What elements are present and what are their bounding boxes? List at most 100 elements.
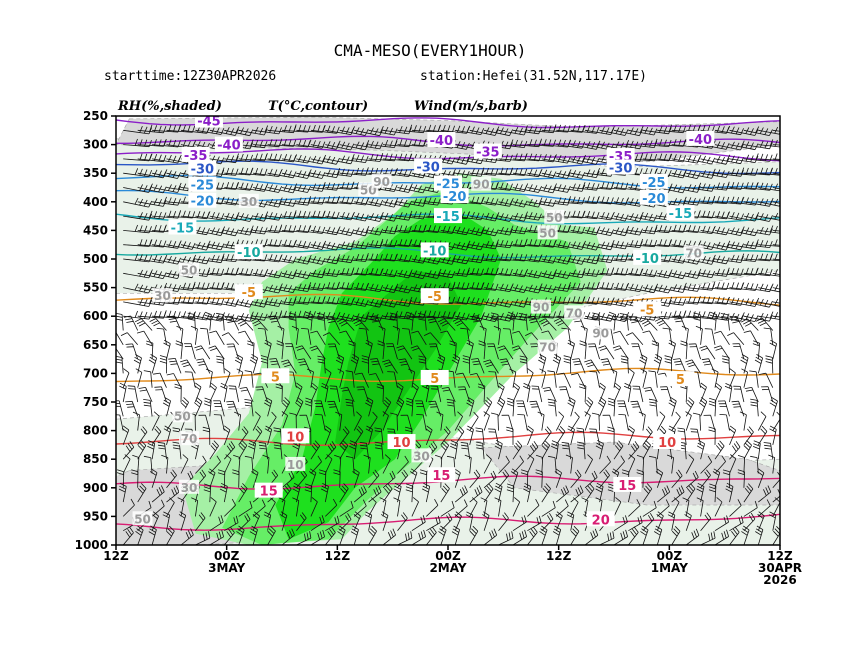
wind-barb-feather [327,400,335,403]
wind-barb-feather [605,228,610,235]
wind-barb-feather [499,396,506,402]
wind-barb-feather [310,385,317,391]
wind-barb-feather [668,428,675,433]
wind-barb-feather [167,315,175,318]
wind-barb-feather [722,472,730,476]
wind-barb-feather [301,328,309,330]
wind-barb-feather [384,312,389,319]
wind-barb-feather [500,312,504,320]
wind-barb-feather [121,428,129,433]
wind-barb-feather [629,454,636,460]
wind-barb-feather [576,184,581,191]
wind-barb-feather [707,283,711,290]
wind-barb-feather [582,210,586,218]
wind-barb-feather [368,373,376,376]
wind-barb-feather [153,322,160,327]
wind-barb-feather [643,387,651,389]
wind-barb-feather [423,310,427,318]
wind-barb-feather [462,358,470,361]
wind-barb-feather [377,340,385,344]
wind-barb-feather [175,340,183,344]
wind-barb-feather [221,167,225,175]
wind-barb-feather [255,428,261,435]
wind-barb-feather [740,128,744,135]
wind-barb-feather [711,243,716,250]
wind-barb-feather [694,470,699,478]
wind-barb-feather [577,444,585,447]
wind-barb-feather [693,312,701,315]
wind-barb-feather [737,472,745,476]
wind-barb-feather [412,497,419,503]
wind-barb-feather [374,198,379,206]
wind-barb-shaft [310,461,322,474]
wind-barb-feather [278,168,283,176]
wind-barb-feather [755,153,759,161]
wind-barb-feather [365,312,370,319]
wind-barb-feather [500,198,504,205]
wind-barb-feather [668,124,672,132]
wind-barb-feather [192,254,197,262]
wind-barb-feather [312,155,317,163]
wind-barb-feather [784,154,786,161]
wind-barb-feather [494,488,501,493]
wind-barb-feather [485,127,490,134]
wind-barb-feather [624,214,629,222]
wind-barb-feather [481,196,485,204]
wind-barb-feather [562,197,566,205]
wind-barb-feather [504,240,509,248]
wind-barb-feather [403,169,408,177]
wind-barb-feather [789,225,791,232]
wind-barb-feather [506,489,514,493]
wind-barb-feather [494,445,502,450]
wind-barb-feather [365,197,370,205]
wind-barb-feather [759,298,764,306]
wind-barb-feather [533,185,538,192]
wind-barb-feather [544,440,550,446]
wind-barb-feather [336,281,340,289]
wind-barb-feather [557,155,562,162]
wind-barb-feather [709,317,717,321]
wind-barb-feather [473,363,481,366]
wind-barb-shaft [152,158,178,164]
wind-barb-feather [355,322,363,327]
wind-barb-feather [548,401,556,404]
wind-barb-feather [281,411,288,416]
wind-barb-feather [351,297,355,305]
wind-barb-feather [289,318,297,321]
wind-barb-feather [504,299,509,307]
wind-barb-feather [600,396,607,402]
wind-barb-feather [122,425,130,431]
wind-barb-feather [210,347,218,351]
wind-barb-feather [434,499,439,506]
wind-barb-feather [486,397,493,403]
wind-barb-feather [269,298,273,305]
wind-barb-feather [329,443,335,450]
wind-barb-feather [461,142,466,149]
wind-barb-feather [190,325,198,330]
wind-barb-feather [510,167,514,175]
wind-barb-shaft [671,457,674,474]
wind-barb-feather [254,411,261,417]
wind-barb-feather [236,368,243,373]
wind-barb-feather [434,454,442,458]
wind-barb-shaft [422,414,427,431]
wind-barb-feather [149,356,157,362]
wind-barb-feather [798,272,801,278]
wind-barb-shaft [554,457,557,474]
wind-barb-feather [169,320,177,323]
wind-barb-feather [230,213,235,221]
wind-barb-shaft [669,328,673,345]
wind-barb-feather [591,170,595,177]
wind-barb-feather [288,170,292,178]
wind-barb-feather [139,212,143,219]
wind-barb-feather [685,411,692,416]
wind-barb-feather [239,387,247,389]
wind-barb-feather [572,183,576,191]
wind-barb-feather [211,254,215,262]
wind-barb-feather [222,428,230,433]
wind-barb-feather [274,447,282,450]
wind-barb-feather [523,382,531,387]
wind-barb-feather [724,385,732,390]
wind-barb-feather [461,447,469,450]
wind-barb-feather [212,442,218,449]
